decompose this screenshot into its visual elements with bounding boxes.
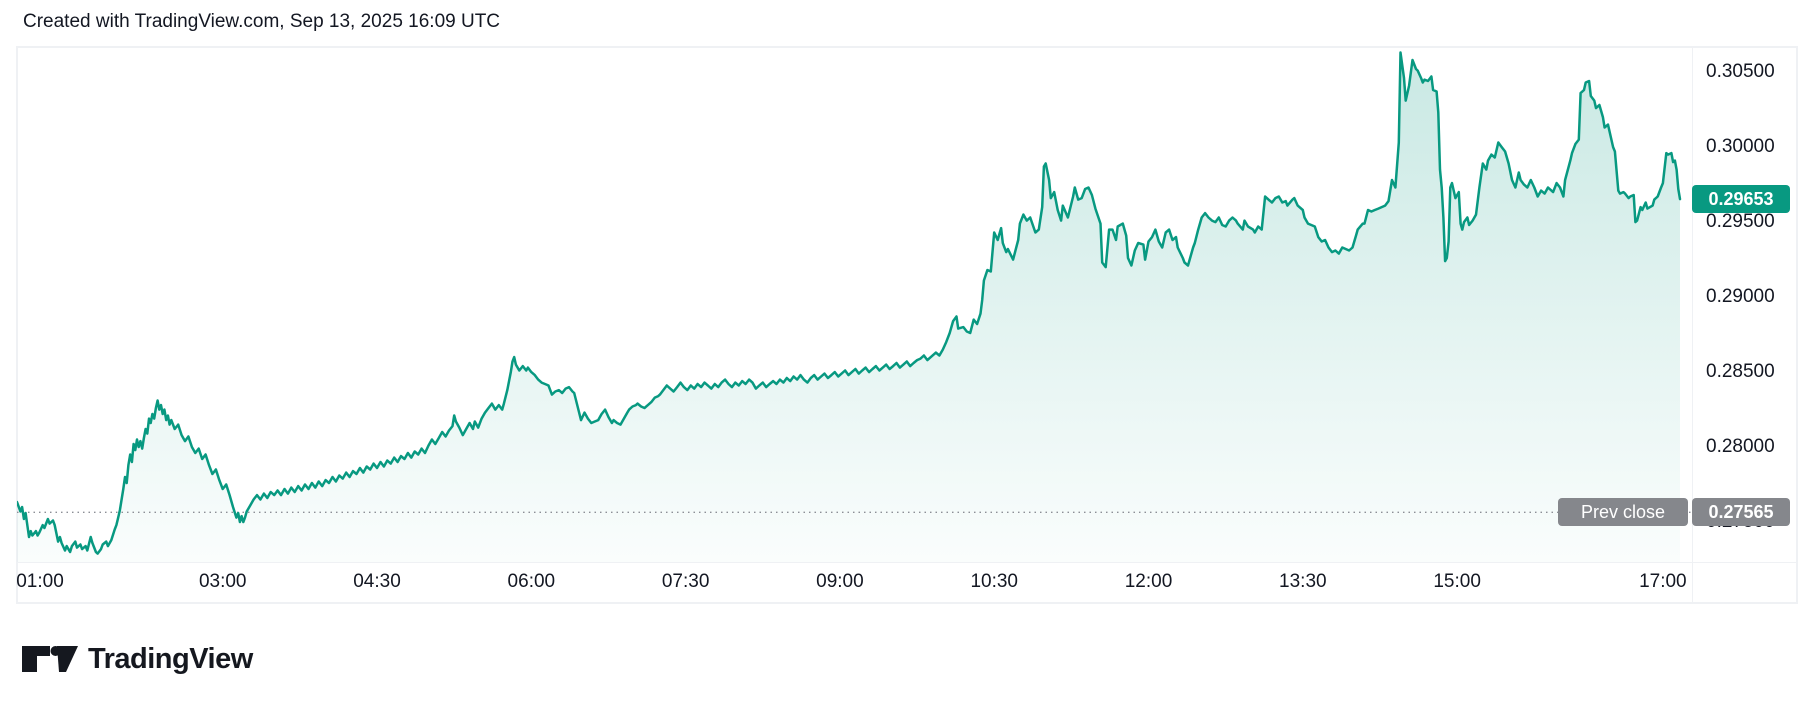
tradingview-wordmark: TradingView bbox=[88, 642, 253, 675]
time-tick-label: 04:30 bbox=[353, 571, 401, 592]
price-tick-label: 0.28000 bbox=[1706, 436, 1775, 458]
prev-close-value-badge: 0.27565 bbox=[1692, 498, 1790, 526]
price-tick-label: 0.29500 bbox=[1706, 211, 1775, 233]
last-price-badge: 0.29653 bbox=[1692, 185, 1790, 213]
time-tick-label: 10:30 bbox=[970, 571, 1018, 592]
prev-close-value: 0.27565 bbox=[1708, 502, 1774, 522]
prev-close-label: Prev close bbox=[1580, 502, 1666, 522]
snapshot-caption: Created with TradingView.com, Sep 13, 20… bbox=[23, 11, 501, 32]
prev-close-label-badge: Prev close bbox=[1558, 498, 1688, 526]
last-price-value: 0.29653 bbox=[1708, 189, 1774, 209]
price-tick-label: 0.30500 bbox=[1706, 61, 1775, 83]
price-area-plot bbox=[17, 51, 1692, 562]
price-line bbox=[17, 51, 1682, 555]
time-tick-label: 17:00 bbox=[1639, 571, 1687, 592]
time-tick-label: 03:00 bbox=[198, 571, 247, 592]
tradingview-logo-icon bbox=[22, 646, 78, 672]
time-tick-label: 01:00 bbox=[16, 571, 64, 592]
time-tick-label: 12:00 bbox=[1124, 571, 1173, 592]
time-scale-separator bbox=[16, 562, 1798, 563]
area-fill bbox=[17, 52, 1680, 562]
time-tick-label: 07:30 bbox=[661, 571, 710, 592]
time-tick-label: 06:00 bbox=[507, 571, 556, 592]
price-scale-separator bbox=[1692, 46, 1693, 604]
price-tick-label: 0.30000 bbox=[1706, 136, 1775, 158]
price-tick-label: 0.29000 bbox=[1706, 286, 1775, 308]
time-tick-label: 13:30 bbox=[1279, 571, 1327, 592]
time-tick-label: 09:00 bbox=[816, 571, 864, 592]
price-tick-label: 0.28500 bbox=[1706, 361, 1775, 383]
tradingview-logo: TradingView bbox=[22, 642, 253, 676]
time-tick-label: 15:00 bbox=[1433, 571, 1481, 592]
